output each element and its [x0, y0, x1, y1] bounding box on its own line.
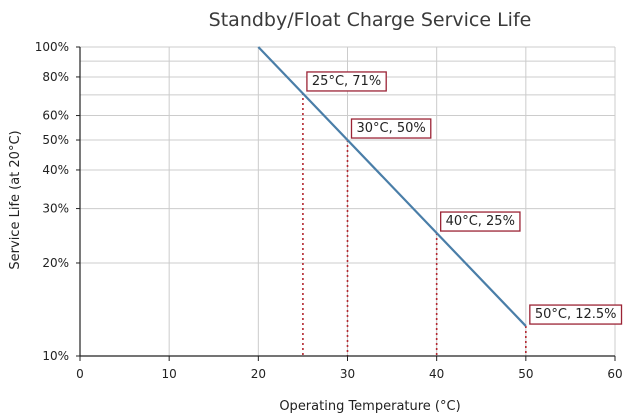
annotations: 25°C, 71% 30°C, 50% 40°C, 25% 50°C, 12.5% — [306, 71, 623, 325]
annotation-box — [529, 304, 623, 325]
x-tick-label: 50 — [518, 367, 533, 381]
tick-labels: 0 10 20 30 40 50 60 10% 20% 30% 40% 50% 60% 80% 100% — [35, 40, 623, 381]
annotation-label: 50°C, 12.5% — [529, 304, 623, 325]
x-tick-label: 10 — [162, 367, 177, 381]
annotation-box — [440, 211, 521, 232]
y-tick-label: 10% — [42, 349, 69, 363]
annotation-label: 25°C, 71% — [306, 71, 387, 92]
annotation-box — [350, 118, 432, 139]
annotation-text: 30°C, 50% — [357, 121, 426, 136]
y-tick-label: 80% — [42, 70, 69, 84]
x-axis-label: Operating Temperature (°C) — [279, 399, 460, 414]
y-tick-label: 40% — [42, 163, 69, 177]
x-tick-label: 0 — [76, 367, 84, 381]
x-tick-label: 30 — [340, 367, 355, 381]
axes — [76, 46, 616, 361]
x-tick-label: 20 — [251, 367, 266, 381]
y-axis-label: Service Life (at 20°C) — [8, 130, 23, 269]
annotation-drop-lines — [302, 92, 527, 356]
y-tick-label: 100% — [35, 40, 69, 54]
annotation-text: 40°C, 25% — [446, 214, 515, 229]
annotation-text: 25°C, 71% — [312, 74, 381, 89]
y-tick-label: 50% — [42, 133, 69, 147]
series-line — [257, 46, 527, 327]
y-tick-label: 20% — [42, 256, 69, 270]
x-tick-label: 40 — [429, 367, 444, 381]
annotation-text: 50°C, 12.5% — [535, 307, 617, 322]
series-group — [257, 46, 527, 327]
annotation-box — [306, 71, 387, 92]
chart-title: Standby/Float Charge Service Life — [209, 9, 532, 31]
annotation-label: 30°C, 50% — [350, 118, 432, 139]
y-tick-label: 60% — [42, 109, 69, 123]
y-tick-label: 30% — [42, 202, 69, 216]
x-tick-label: 60 — [607, 367, 622, 381]
annotation-label: 40°C, 25% — [440, 211, 521, 232]
